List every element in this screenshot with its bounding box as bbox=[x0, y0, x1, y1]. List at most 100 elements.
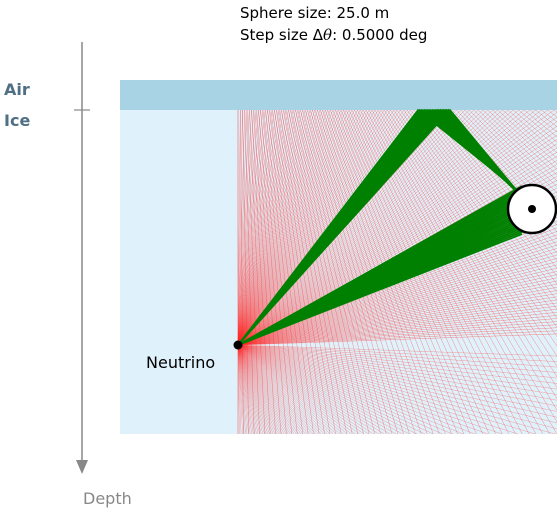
ray-line bbox=[237, 344, 557, 373]
ray-line bbox=[237, 109, 557, 400]
ray-line bbox=[237, 271, 557, 346]
ray-line bbox=[237, 344, 417, 435]
ray-line bbox=[237, 109, 458, 435]
ray-line bbox=[237, 344, 557, 395]
ray-line bbox=[237, 344, 557, 418]
ray-line bbox=[237, 109, 557, 346]
ray-line bbox=[237, 109, 557, 423]
ray-line bbox=[237, 109, 557, 388]
ray-line bbox=[237, 293, 557, 346]
ray-line bbox=[237, 344, 334, 435]
ray-line bbox=[237, 109, 398, 435]
ray-line bbox=[237, 231, 557, 346]
ray-line bbox=[237, 344, 557, 390]
ray-line bbox=[237, 143, 557, 346]
depth-label: Depth bbox=[83, 489, 132, 508]
air-region bbox=[120, 80, 557, 110]
detector-center bbox=[528, 205, 536, 213]
ray-line bbox=[237, 344, 264, 435]
ray-line bbox=[237, 344, 275, 435]
ray-line bbox=[237, 109, 557, 346]
ray-line bbox=[237, 344, 476, 435]
ray-line bbox=[237, 344, 240, 435]
ray-line bbox=[237, 344, 287, 435]
ray-line bbox=[237, 109, 434, 435]
ray-line bbox=[237, 241, 557, 346]
ray-line bbox=[237, 344, 267, 435]
ray-line bbox=[237, 344, 322, 435]
ray-line bbox=[237, 344, 403, 435]
ray-line bbox=[237, 274, 557, 346]
ray-line bbox=[237, 109, 452, 435]
ray-line bbox=[237, 109, 393, 435]
ray-line bbox=[237, 109, 347, 435]
ray-line bbox=[237, 344, 270, 435]
sphere-size-label: Sphere size: 25.0 m bbox=[240, 4, 390, 22]
ray-line bbox=[237, 344, 557, 368]
ray-line bbox=[237, 109, 446, 435]
ray-line bbox=[237, 109, 530, 435]
ray-line bbox=[237, 156, 557, 346]
ray-line bbox=[237, 344, 331, 435]
ray-line bbox=[237, 109, 503, 435]
ray-line bbox=[237, 344, 311, 435]
ray-line bbox=[237, 344, 297, 435]
ray-line bbox=[237, 244, 557, 346]
ray-line bbox=[237, 344, 557, 384]
ray-line bbox=[237, 344, 252, 435]
ray-line bbox=[237, 160, 557, 346]
ray-line bbox=[237, 109, 483, 435]
ray-line bbox=[237, 109, 557, 367]
ray-line bbox=[237, 344, 319, 435]
ray-line bbox=[237, 344, 299, 435]
ray-line bbox=[237, 344, 269, 435]
ray-line bbox=[237, 227, 557, 346]
ray-line bbox=[237, 302, 557, 346]
ray-line bbox=[237, 109, 471, 435]
ray-line bbox=[237, 130, 557, 346]
ray-line bbox=[237, 109, 557, 346]
hit-ray-bundles bbox=[237, 108, 539, 346]
ray-line bbox=[237, 344, 555, 435]
ray-line bbox=[237, 344, 557, 424]
ray-line bbox=[237, 344, 254, 435]
ray-line bbox=[237, 258, 557, 346]
ray-line bbox=[237, 151, 557, 346]
reflected-hit-bundle bbox=[238, 110, 450, 345]
ray-line bbox=[237, 109, 428, 435]
ray-line bbox=[237, 344, 385, 435]
ray-line bbox=[237, 112, 557, 346]
ray-line bbox=[237, 344, 518, 435]
ray-line bbox=[237, 109, 364, 435]
ray-line bbox=[237, 344, 557, 412]
ray-line bbox=[237, 109, 557, 346]
ray-line bbox=[237, 109, 557, 346]
ray-line bbox=[237, 344, 248, 435]
ray-line bbox=[237, 109, 557, 346]
ray-line bbox=[237, 344, 352, 435]
ray-line bbox=[237, 344, 557, 362]
ray-line bbox=[237, 277, 557, 346]
ray-line bbox=[237, 344, 245, 435]
ray-line bbox=[237, 344, 365, 435]
ray-line bbox=[237, 251, 557, 346]
ray-line bbox=[237, 344, 503, 435]
ray-line bbox=[237, 344, 337, 435]
ray-line bbox=[237, 344, 291, 435]
ray-line bbox=[237, 109, 477, 435]
ray-line bbox=[237, 109, 465, 435]
air-label: Air bbox=[4, 80, 30, 99]
ray-line bbox=[237, 344, 293, 435]
ray-line bbox=[237, 109, 557, 346]
ray-line bbox=[237, 109, 358, 435]
ray-line bbox=[237, 296, 557, 346]
ray-line bbox=[237, 139, 557, 346]
ray-line bbox=[237, 344, 557, 401]
ray-line bbox=[237, 344, 277, 435]
ray-line bbox=[237, 109, 550, 435]
ray-line bbox=[237, 109, 557, 346]
ray-line bbox=[237, 109, 557, 346]
ray-line bbox=[237, 109, 557, 346]
ray-line bbox=[237, 344, 314, 435]
